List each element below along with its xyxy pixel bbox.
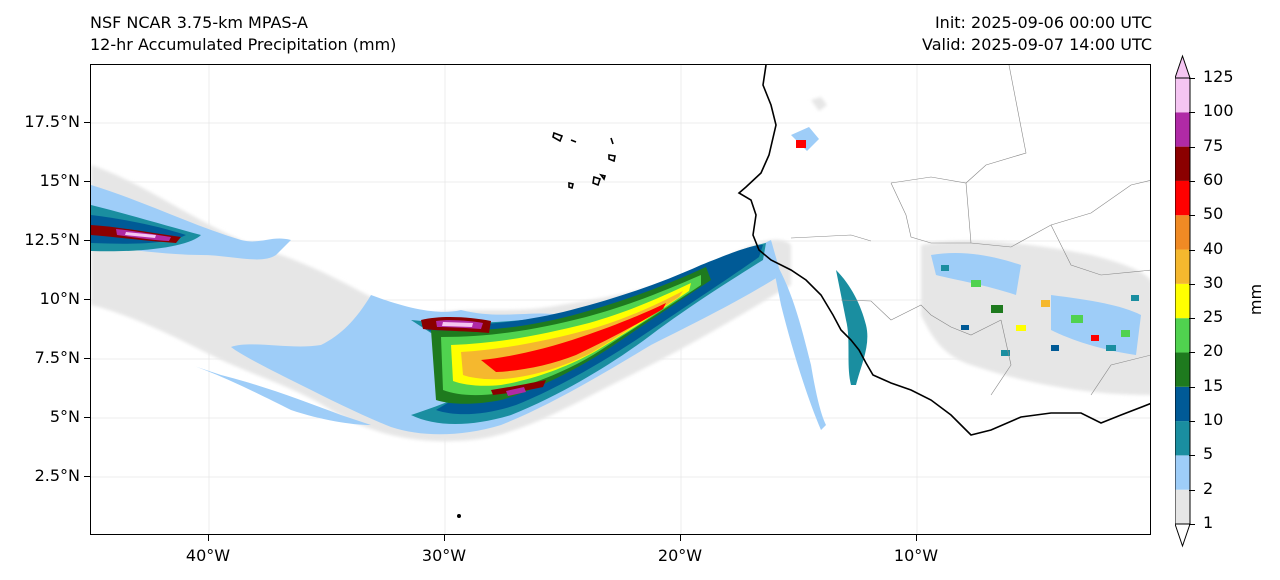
colorbar-level-label: 25 xyxy=(1203,307,1224,327)
valid-time: Valid: 2025-09-07 14:00 UTC xyxy=(921,35,1152,54)
colorbar-tick xyxy=(1189,112,1195,114)
colorbar-outline xyxy=(1175,77,1191,525)
colorbar-segment xyxy=(1175,180,1190,216)
lat-label: 17.5°N xyxy=(24,112,80,131)
colorbar-tick xyxy=(1189,283,1195,285)
colorbar-level-label: 2 xyxy=(1203,478,1214,498)
precipitation-map xyxy=(91,65,1150,534)
colorbar-tick xyxy=(1189,318,1195,320)
colorbar-segment xyxy=(1175,455,1190,490)
colorbar-tick xyxy=(1189,352,1195,354)
colorbar-tick xyxy=(1189,78,1195,79)
lat-label: 12.5°N xyxy=(24,230,80,249)
lon-label: 20°W xyxy=(657,546,703,565)
time-info-block: Init: 2025-09-06 00:00 UTC Valid: 2025-0… xyxy=(922,12,1152,56)
colorbar-segment xyxy=(1175,489,1190,524)
colorbar-tick xyxy=(1189,249,1195,251)
colorbar-tick xyxy=(1189,386,1195,388)
colorbar-level-label: 60 xyxy=(1203,169,1224,189)
colorbar-level-label: 75 xyxy=(1203,135,1224,155)
colorbar-segment xyxy=(1175,283,1190,319)
colorbar-level-label: 100 xyxy=(1203,101,1234,121)
precip-band-125mm xyxy=(125,232,473,327)
colorbar-tick xyxy=(1189,180,1195,182)
colorbar-level-label: 5 xyxy=(1203,444,1214,464)
lat-tick xyxy=(84,417,90,418)
colorbar-tick xyxy=(1189,524,1195,525)
colorbar-level-label: 50 xyxy=(1203,204,1224,224)
lat-tick xyxy=(84,181,90,182)
precip-band-50mm xyxy=(481,303,666,372)
lat-label: 2.5°N xyxy=(34,466,80,485)
colorbar-level-label: 1 xyxy=(1203,513,1214,532)
colorbar-unit: mm xyxy=(1246,283,1266,316)
lat-label: 10°N xyxy=(39,289,80,308)
lon-tick xyxy=(916,535,917,541)
lat-tick xyxy=(84,358,90,359)
colorbar-segment xyxy=(1175,249,1190,284)
lat-label: 5°N xyxy=(49,407,80,426)
lon-label: 40°W xyxy=(185,546,231,565)
lon-tick xyxy=(208,535,209,541)
model-name: NSF NCAR 3.75-km MPAS-A xyxy=(90,13,308,32)
colorbar-segment xyxy=(1175,352,1190,387)
colorbar-level-label: 30 xyxy=(1203,272,1224,292)
lat-tick xyxy=(84,299,90,300)
colorbar-tick xyxy=(1189,489,1195,491)
lon-tick xyxy=(680,535,681,541)
colorbar-segment xyxy=(1175,112,1190,147)
coastline xyxy=(456,65,1150,518)
lon-label: 10°W xyxy=(893,546,939,565)
field-name: 12-hr Accumulated Precipitation (mm) xyxy=(90,35,397,54)
lat-label: 7.5°N xyxy=(34,348,80,367)
colorbar-segment xyxy=(1175,146,1190,181)
colorbar-segment xyxy=(1175,421,1190,456)
colorbar-segment xyxy=(1175,318,1190,353)
land-convection-cells xyxy=(796,140,1139,356)
colorbar-level-label: 10 xyxy=(1203,410,1224,430)
colorbar-max-extend xyxy=(1175,54,1191,79)
map-panel xyxy=(90,64,1151,535)
colorbar-segment xyxy=(1175,386,1190,422)
country-borders xyxy=(790,65,1150,396)
colorbar-segment xyxy=(1175,78,1190,113)
colorbar-level-label: 40 xyxy=(1203,238,1224,258)
colorbar-segment xyxy=(1175,215,1190,250)
chart-title-block: NSF NCAR 3.75-km MPAS-A 12-hr Accumulate… xyxy=(90,12,396,56)
colorbar-level-label: 20 xyxy=(1203,341,1224,361)
colorbar-level-label: 125 xyxy=(1203,67,1234,86)
colorbar-tick xyxy=(1189,215,1195,217)
colorbar-level-label: 15 xyxy=(1203,375,1224,395)
lat-label: 15°N xyxy=(39,171,80,190)
lat-tick xyxy=(84,476,90,477)
lon-tick xyxy=(444,535,445,541)
init-time: Init: 2025-09-06 00:00 UTC xyxy=(934,13,1152,32)
lat-tick xyxy=(84,122,90,123)
colorbar-min-extend xyxy=(1175,523,1191,548)
colorbar xyxy=(1175,54,1191,548)
colorbar-tick xyxy=(1189,455,1195,457)
lon-label: 30°W xyxy=(421,546,467,565)
colorbar-tick xyxy=(1189,146,1195,148)
colorbar-tick xyxy=(1189,421,1195,423)
lat-tick xyxy=(84,240,90,241)
